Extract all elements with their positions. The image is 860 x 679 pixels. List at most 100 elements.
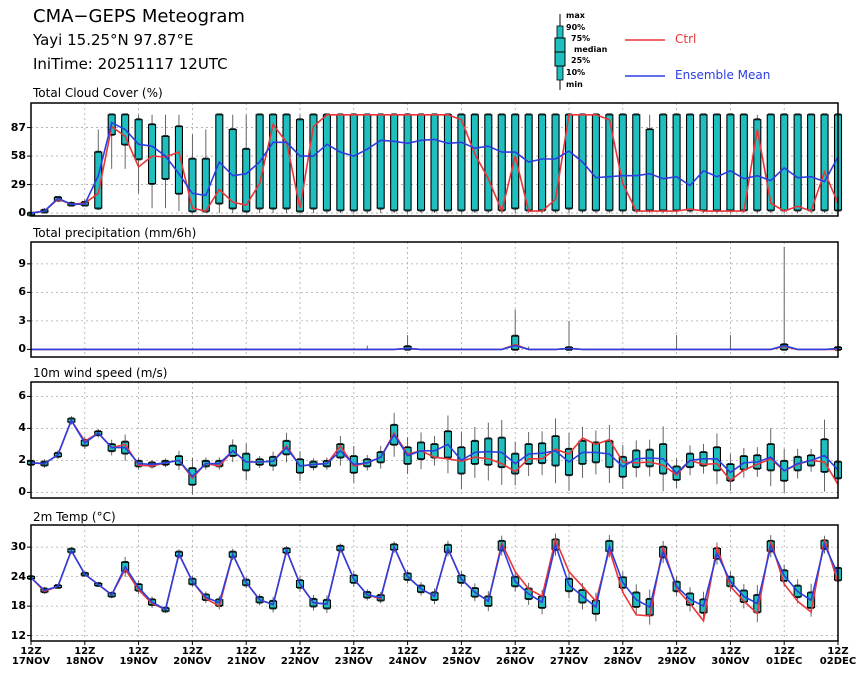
x-tick-hour: 12Z xyxy=(666,646,688,657)
y-tick-label: 30 xyxy=(10,540,26,554)
panel-title-temp: 2m Temp (°C) xyxy=(33,510,116,524)
box-iqr xyxy=(766,114,775,211)
panel-1 xyxy=(27,241,843,358)
chart-title: CMA−GEPS Meteogram xyxy=(33,6,245,27)
y-tick-label: 0 xyxy=(18,485,26,499)
box-iqr xyxy=(672,114,681,211)
ensemble-mean-line xyxy=(30,541,839,611)
box-iqr xyxy=(712,114,722,211)
panel-frame xyxy=(30,524,839,642)
panel-2 xyxy=(26,381,843,499)
y-tick-label: 4 xyxy=(18,421,26,435)
x-tick-label: 12Z 19NOV xyxy=(114,647,164,667)
box-iqr xyxy=(591,114,600,211)
x-tick-date: 27NOV xyxy=(549,656,589,667)
box-iqr xyxy=(215,114,224,204)
x-tick-hour: 12Z xyxy=(773,646,795,657)
legend-ctrl-label: Ctrl xyxy=(675,32,697,46)
box-iqr xyxy=(685,114,695,211)
box-iqr xyxy=(242,148,251,212)
x-tick-hour: 12Z xyxy=(343,646,365,657)
x-tick-label: 12Z 18NOV xyxy=(60,647,110,667)
box-iqr xyxy=(793,114,802,211)
panel-0 xyxy=(26,102,843,217)
box-iqr xyxy=(390,114,399,211)
box-iqr xyxy=(511,114,520,209)
box-iqr xyxy=(726,114,735,211)
x-tick-hour: 12Z xyxy=(235,646,257,657)
x-tick-label: 12Z 02DEC xyxy=(813,647,860,667)
box-iqr xyxy=(363,114,372,211)
legend-boxplot-glyph xyxy=(554,14,566,90)
x-tick-date: 21NOV xyxy=(227,656,266,667)
x-tick-hour: 12Z xyxy=(74,646,96,657)
box-iqr xyxy=(605,114,614,211)
x-tick-date: 26NOV xyxy=(496,656,535,667)
y-tick-label: 2 xyxy=(18,453,26,467)
box-iqr xyxy=(470,114,479,211)
box-iqr xyxy=(484,114,493,211)
x-tick-label: 12Z 21NOV xyxy=(221,647,271,667)
location-label: Yayi 15.25°N 97.87°E xyxy=(33,31,194,49)
panel-frame xyxy=(30,102,839,217)
x-tick-hour: 12Z xyxy=(289,646,311,657)
x-tick-date: 25NOV xyxy=(442,656,481,667)
y-tick-label: 0 xyxy=(18,342,26,356)
panel-frame xyxy=(30,381,839,499)
box-iqr xyxy=(430,114,439,211)
legend-p75: 75% xyxy=(571,34,591,43)
legend-p90: 90% xyxy=(566,23,586,32)
x-tick-hour: 12Z xyxy=(612,646,634,657)
box-iqr xyxy=(295,119,305,212)
legend-p10: 10% xyxy=(566,68,586,77)
box-iqr xyxy=(807,114,816,211)
box-iqr xyxy=(820,114,829,211)
x-tick-date: 19NOV xyxy=(119,656,158,667)
x-tick-label: 12Z 30NOV xyxy=(705,647,755,667)
ensemble-mean-line xyxy=(30,121,839,214)
x-tick-hour: 12Z xyxy=(558,646,580,657)
x-tick-hour: 12Z xyxy=(128,646,150,657)
panel-3 xyxy=(26,524,843,642)
x-tick-hour: 12Z xyxy=(20,646,42,657)
x-tick-hour: 12Z xyxy=(450,646,472,657)
box-iqr xyxy=(134,119,143,160)
x-tick-date: 18NOV xyxy=(65,656,104,667)
x-tick-label: 12Z 29NOV xyxy=(652,647,702,667)
ensemble-mean-line xyxy=(30,418,839,478)
panel-title-wind: 10m wind speed (m/s) xyxy=(33,366,168,380)
panel-frame xyxy=(30,241,839,358)
box-iqr xyxy=(780,114,789,211)
legend-mean-label: Ensemble Mean xyxy=(675,68,771,82)
y-tick-label: 29 xyxy=(10,177,26,191)
x-tick-date: 20NOV xyxy=(173,656,212,667)
y-tick-label: 87 xyxy=(10,120,26,134)
y-tick-label: 12 xyxy=(10,628,26,642)
box-iqr xyxy=(188,158,197,212)
init-time-label: IniTime: 20251117 12UTC xyxy=(33,55,228,73)
y-tick-label: 18 xyxy=(10,599,26,613)
box-iqr xyxy=(632,114,641,211)
x-tick-date: 30NOV xyxy=(711,656,750,667)
x-tick-date: 01DEC xyxy=(765,656,803,667)
box-iqr xyxy=(309,114,318,209)
x-tick-date: 29NOV xyxy=(657,656,696,667)
y-tick-label: 3 xyxy=(18,313,26,327)
box-iqr xyxy=(282,114,291,209)
box-iqr xyxy=(148,124,157,185)
legend-max: max xyxy=(566,11,585,20)
box-iqr xyxy=(443,114,453,211)
x-tick-label: 12Z 28NOV xyxy=(598,647,648,667)
legend-p25: 25% xyxy=(571,56,591,65)
y-tick-label: 58 xyxy=(10,149,26,163)
box-iqr xyxy=(457,114,466,211)
box-iqr xyxy=(336,114,345,211)
legend-min: min xyxy=(566,80,583,89)
x-tick-date: 28NOV xyxy=(603,656,642,667)
box-iqr xyxy=(174,126,183,194)
box-iqr xyxy=(201,158,210,212)
box-iqr xyxy=(349,114,358,211)
x-tick-date: 17NOV xyxy=(11,656,51,667)
box-iqr xyxy=(322,114,331,211)
panel-title-cloud: Total Cloud Cover (%) xyxy=(33,86,163,100)
